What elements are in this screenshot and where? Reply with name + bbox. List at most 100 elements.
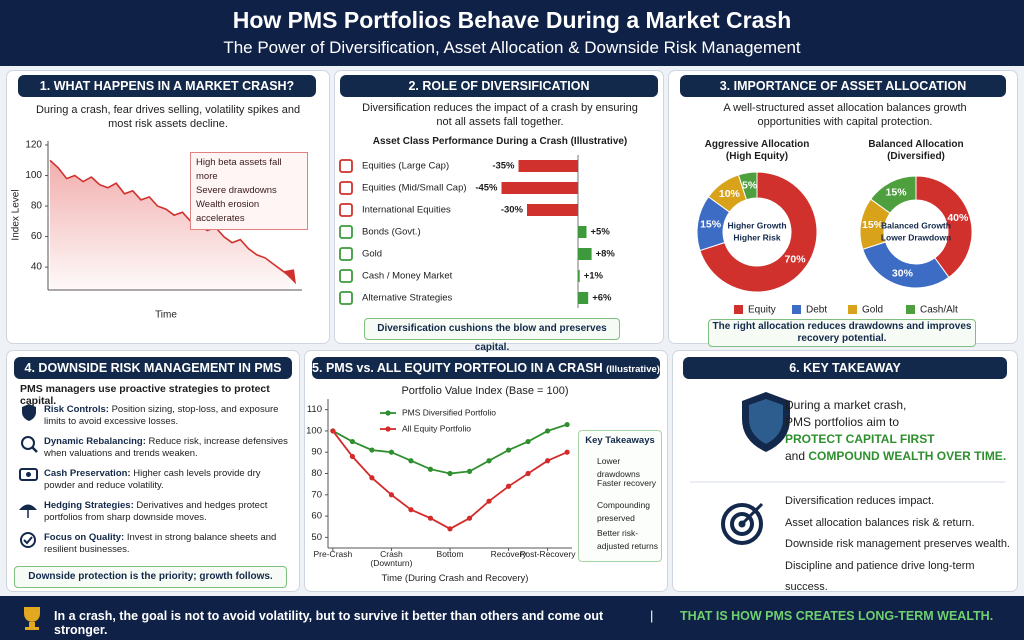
callout-line: Severe drawdowns bbox=[196, 185, 277, 196]
value-label: 70% bbox=[785, 253, 807, 265]
arrowhead bbox=[283, 269, 296, 285]
point bbox=[388, 492, 395, 498]
donut-center bbox=[723, 198, 791, 266]
item-title: Cash Preservation: bbox=[44, 468, 131, 479]
donut-title: Balanced Allocation (Diversified) bbox=[859, 139, 973, 163]
legend-label: Cash/Alt bbox=[920, 305, 958, 316]
legend-swatch bbox=[906, 305, 915, 314]
takeaway-line: During a market crash, bbox=[785, 398, 907, 412]
y-tick-label: 80 bbox=[31, 201, 43, 212]
legend-label: Debt bbox=[806, 305, 827, 316]
category-icon bbox=[339, 181, 353, 195]
takeaway-point: Diversification reduces impact. bbox=[785, 495, 935, 507]
target-icon bbox=[740, 502, 764, 526]
value-label: 40% bbox=[947, 212, 969, 224]
panel-footer: The right allocation reduces drawdowns a… bbox=[708, 319, 976, 347]
panel-text: PMS managers use proactive strategies to… bbox=[20, 383, 270, 407]
center-label: Balanced Growth bbox=[881, 220, 951, 230]
strategy-item: Focus on Quality: Invest in strong balan… bbox=[44, 532, 292, 556]
value-label: 15% bbox=[862, 219, 884, 231]
y-tick-label: 100 bbox=[306, 425, 322, 436]
bar bbox=[501, 182, 578, 194]
value-label: -30% bbox=[501, 205, 524, 216]
donut-center bbox=[884, 200, 948, 264]
strategy-item: Risk Controls: Position sizing, stop-los… bbox=[44, 404, 292, 428]
value-label: 15% bbox=[886, 187, 908, 199]
point bbox=[369, 447, 375, 453]
category-label: Alternative Strategies bbox=[362, 293, 453, 304]
panel-heading: 6. KEY TAKEAWAY bbox=[683, 357, 1007, 379]
x-tick-label: Bottom bbox=[436, 549, 464, 559]
point bbox=[369, 475, 375, 481]
value-label: +6% bbox=[592, 293, 612, 304]
bar bbox=[578, 226, 587, 238]
panel bbox=[672, 350, 1018, 592]
takeaway-title: Key Takeaways bbox=[585, 435, 655, 446]
strategy-item: Cash Preservation: Higher cash levels pr… bbox=[44, 468, 292, 492]
value-label: -35% bbox=[492, 161, 515, 172]
subtitle: The Power of Diversification, Asset Allo… bbox=[223, 38, 801, 57]
item-title: Hedging Strategies: bbox=[44, 500, 134, 511]
takeaway-line: and bbox=[785, 449, 806, 463]
point bbox=[486, 458, 492, 464]
takeaway-point: Asset allocation balances risk & return. bbox=[785, 516, 975, 529]
item-title: Dynamic Rebalancing: bbox=[44, 436, 146, 447]
callout-line: Wealth erosion accelerates bbox=[196, 199, 260, 224]
point bbox=[486, 498, 492, 504]
header-band bbox=[0, 0, 1024, 66]
heading-text: 5. PMS vs. ALL EQUITY PORTFOLIO IN A CRA… bbox=[312, 361, 603, 375]
point bbox=[545, 458, 551, 464]
panel-footer: Diversification cushions the blow and pr… bbox=[364, 318, 620, 353]
target-icon bbox=[721, 503, 763, 545]
y-axis-label: Index Level bbox=[11, 189, 22, 240]
legend-label: PMS Diversified Portfolio bbox=[402, 407, 496, 417]
category-icon bbox=[339, 269, 353, 283]
point bbox=[349, 438, 355, 445]
donut-title-text: Aggressive Allocation bbox=[704, 139, 810, 150]
footer-separator: | bbox=[650, 608, 654, 623]
y-tick-label: 50 bbox=[311, 532, 322, 543]
takeaway-item: Faster recovery bbox=[597, 478, 657, 488]
item-text: Derivatives and hedges protect portfolio… bbox=[44, 500, 268, 523]
donut-subtitle: (High Equity) bbox=[725, 151, 789, 162]
category-label: Equities (Mid/Small Cap) bbox=[362, 183, 467, 194]
donut-subtitle: (Diversified) bbox=[887, 151, 945, 162]
point bbox=[466, 468, 473, 474]
category-label: International Equities bbox=[362, 205, 451, 216]
category-icon bbox=[339, 203, 353, 217]
category-label: Cash / Money Market bbox=[362, 271, 453, 282]
point bbox=[545, 428, 551, 434]
panel bbox=[334, 70, 664, 344]
panel-text: A well-structured asset allocation balan… bbox=[723, 102, 967, 128]
point bbox=[525, 470, 531, 477]
point bbox=[427, 515, 434, 521]
panel-heading: 5. PMS vs. ALL EQUITY PORTFOLIO IN A CRA… bbox=[312, 357, 660, 379]
bar bbox=[578, 270, 580, 282]
y-tick-label: 70 bbox=[311, 489, 322, 500]
callout-line: High beta assets fall more bbox=[196, 157, 282, 182]
takeaway-box bbox=[578, 430, 662, 562]
point bbox=[408, 507, 414, 513]
takeaway-item: Lower drawdowns bbox=[597, 456, 640, 479]
heading-note: (Illustrative) bbox=[606, 364, 660, 375]
point bbox=[466, 515, 473, 521]
point bbox=[564, 449, 570, 455]
value-label: 10% bbox=[719, 188, 741, 200]
category-icon bbox=[339, 225, 353, 239]
legend-swatch bbox=[848, 305, 857, 314]
trophy-icon bbox=[24, 607, 40, 630]
panel-heading: 4. DOWNSIDE RISK MANAGEMENT IN PMS bbox=[14, 357, 292, 379]
line bbox=[49, 159, 291, 277]
value-label: +1% bbox=[584, 271, 604, 282]
icons bbox=[19, 404, 38, 548]
panel-text: During a crash, fear drives selling, vol… bbox=[35, 104, 301, 130]
point bbox=[525, 438, 531, 445]
highlight: PROTECT CAPITAL FIRST bbox=[785, 432, 935, 446]
shield-icon bbox=[749, 399, 783, 444]
y-tick-label: 120 bbox=[25, 140, 42, 151]
x-tick-label: Post-Recovery bbox=[519, 549, 576, 559]
legend-marker bbox=[385, 410, 391, 416]
panel-text: Diversification reduces the impact of a … bbox=[362, 102, 638, 128]
